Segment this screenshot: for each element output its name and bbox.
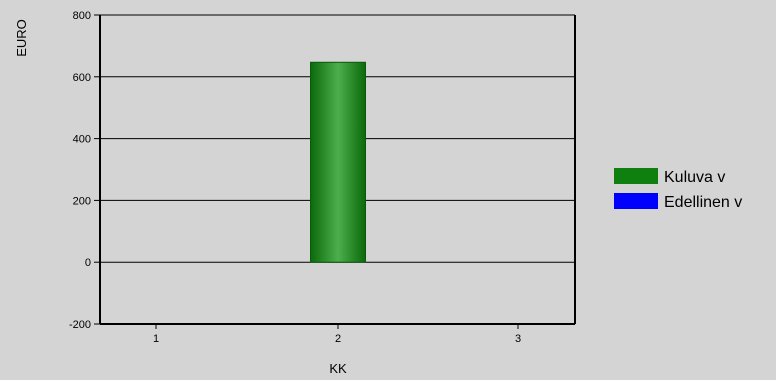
y-tick-label: 0: [85, 257, 91, 269]
legend: Kuluva v Edellinen v: [614, 168, 742, 211]
x-axis-ticks: 1 2 3: [153, 324, 521, 345]
x-tick-label: 3: [515, 333, 521, 345]
x-tick-label: 2: [335, 333, 341, 345]
x-axis-label: KK: [329, 361, 347, 376]
y-tick-label: 400: [73, 134, 91, 146]
legend-swatch: [614, 193, 658, 209]
axes: [99, 14, 576, 325]
bars: [310, 61, 366, 263]
y-axis-ticks: -200 0 200 400 600 800: [69, 10, 100, 331]
y-tick-label: -200: [69, 319, 91, 331]
y-tick-label: 200: [73, 195, 91, 207]
y-axis-label: EURO: [14, 19, 29, 57]
y-tick-label: 800: [73, 10, 91, 22]
y-tick-label: 600: [73, 72, 91, 84]
legend-label: Kuluva v: [664, 169, 725, 186]
x-tick-label: 1: [153, 333, 159, 345]
bar-kuluva-v-2: [310, 61, 366, 263]
legend-label: Edellinen v: [664, 194, 742, 211]
legend-swatch: [614, 168, 658, 184]
